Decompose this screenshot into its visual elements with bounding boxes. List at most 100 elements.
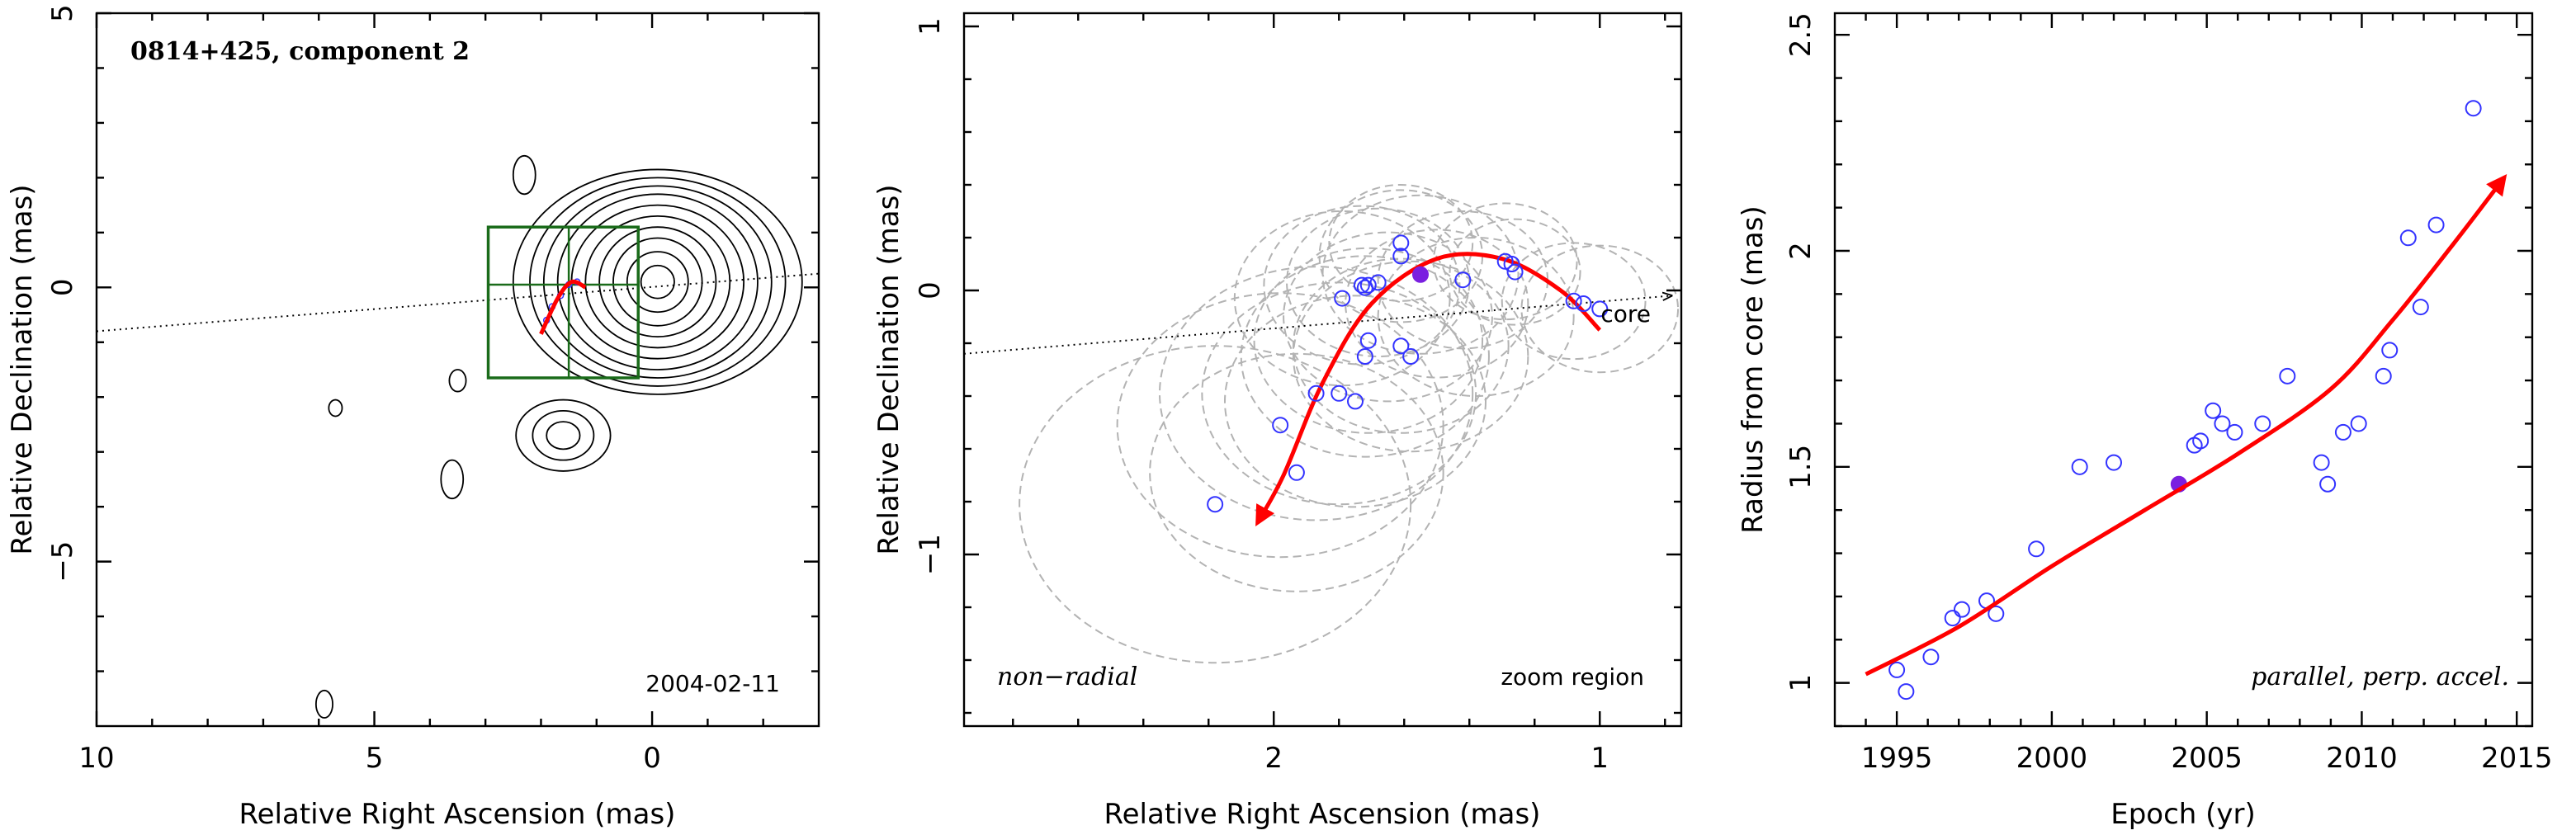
p2-label-core: core	[1600, 300, 1651, 328]
p3-ytick-label-3: 2.5	[1784, 12, 1817, 57]
p2-highlight-point	[1412, 266, 1429, 283]
p2-point-0	[1207, 496, 1224, 513]
p2-point-19	[1503, 256, 1520, 272]
p1-contour-0-9	[512, 168, 803, 395]
p2-ytick-label-2: 1	[914, 17, 947, 35]
p2-point-22	[1575, 295, 1592, 312]
p2-point-1	[1272, 417, 1289, 434]
p2-ytick-label-0: −1	[914, 534, 947, 575]
p2-track	[1255, 252, 1602, 526]
p3-point-17	[2313, 454, 2330, 471]
p2-ylabel: Relative Declination (mas)	[872, 184, 905, 554]
p3-point-25	[2427, 216, 2445, 234]
p3-point-0	[1888, 661, 1906, 678]
p2-point-17	[1454, 271, 1472, 289]
p3-point-22	[2381, 342, 2399, 359]
panel-radius-epoch: 1995 2000 2005 2010 2015 1 1.5 2 2.5 parallel, p…	[1737, 12, 2552, 831]
p2-error-circle-10	[1240, 255, 1490, 458]
p2-xtick-label-0: 2	[1264, 742, 1283, 775]
p3-point-2	[1922, 649, 1940, 666]
p1-core-direction-line	[97, 272, 819, 333]
p1-ytick-label-1: 0	[46, 278, 79, 296]
p1-contour-4-0	[314, 689, 333, 719]
p1-xtick-label-2: 0	[643, 742, 661, 775]
p1-contour-5-0	[448, 369, 467, 393]
p1-contour-1-0	[546, 421, 581, 451]
p2-error-circle-9	[1253, 247, 1484, 434]
p2-point-20	[1506, 263, 1524, 281]
p3-point-16	[2279, 367, 2296, 384]
p2-label-non-radial: non−radial	[997, 663, 1137, 691]
p3-point-7	[2028, 540, 2045, 558]
p3-fit-curve	[1865, 174, 2507, 677]
p2-error-circle-21	[1345, 229, 1529, 379]
p1-contour-0-6	[556, 193, 759, 370]
p2-point-11	[1359, 332, 1377, 349]
p3-xtick-label-1: 2000	[2016, 742, 2088, 775]
p2-point-9	[1359, 276, 1377, 294]
p2-error-circle-15	[1377, 210, 1549, 350]
p3-point-21	[2375, 367, 2392, 384]
p1-contour-0-2	[612, 237, 703, 327]
p3-point-1	[1898, 683, 1915, 701]
p3-point-15	[2254, 415, 2271, 432]
p3-point-11	[2192, 432, 2210, 450]
p3-point-6	[1988, 605, 2005, 622]
p2-point-5	[1347, 393, 1364, 410]
p3-point-23	[2399, 229, 2417, 247]
p2-label-zoom-region: zoom region	[1501, 663, 1644, 691]
p3-frame	[1833, 12, 2534, 728]
p2-point-3	[1307, 384, 1325, 402]
p2-error-circle-23	[1283, 231, 1493, 403]
p2-xlabel: Relative Right Ascension (mas)	[1104, 798, 1541, 831]
p3-xtick-label-4: 2015	[2481, 742, 2553, 775]
p1-contour-0-1	[626, 251, 689, 314]
p2-error-circle-17	[1449, 218, 1581, 326]
p3-point-8	[2071, 458, 2088, 475]
p1-track	[539, 279, 587, 335]
p2-point-14	[1402, 348, 1420, 365]
p3-point-4	[1953, 601, 1970, 618]
p3-point-13	[2214, 415, 2231, 432]
p2-error-circle-11	[1292, 257, 1510, 434]
p3-point-14	[2226, 423, 2243, 441]
p2-frame	[962, 12, 1683, 728]
p1-xtick-label-1: 5	[366, 742, 384, 775]
p1-contour-2-0	[512, 154, 536, 196]
p1-ylabel: Relative Declination (mas)	[6, 184, 39, 554]
p1-contour-0-7	[542, 185, 773, 379]
p2-error-circle-18	[1501, 242, 1647, 361]
p1-contour-0-3	[598, 226, 717, 338]
p1-frame	[95, 12, 820, 728]
panel-contour-map: 10 5 0 −5 0 5 0814+425, component 2 2004-02-1…	[6, 4, 820, 831]
p1-ytick-label-0: −5	[46, 541, 79, 583]
p1-xtick-label-0: 10	[78, 742, 114, 775]
p3-point-26	[2465, 100, 2482, 117]
p1-contour-0-8	[529, 177, 787, 387]
p2-point-23	[1591, 300, 1609, 318]
p3-point-19	[2334, 423, 2351, 441]
p1-title: 0814+425, component 2	[130, 37, 470, 66]
p1-zoom-box	[486, 225, 640, 380]
p2-error-circle-4	[1201, 281, 1477, 506]
p2-error-circle-20	[1321, 194, 1520, 355]
p2-point-2	[1288, 464, 1305, 481]
p2-point-16	[1392, 234, 1410, 252]
p2-point-15	[1392, 248, 1410, 265]
p3-ylabel: Radius from core (mas)	[1737, 205, 1770, 533]
panel-zoom-region: 2 1 −1 0 1 non−radial zoom region core Relat…	[872, 12, 1683, 831]
p3-xtick-label-0: 1995	[1861, 742, 1933, 775]
p3-point-3	[1944, 610, 1961, 627]
p2-error-circle-14	[1328, 184, 1474, 302]
p2-error-circle-22	[1377, 237, 1575, 397]
p3-xtick-label-2: 2005	[2171, 742, 2243, 775]
p3-point-24	[2412, 299, 2429, 316]
p2-error-circle-12	[1292, 260, 1529, 453]
p1-contour-1-1	[532, 409, 595, 461]
p1-contour-1-2	[515, 399, 612, 472]
p2-error-circle-5	[1224, 295, 1487, 508]
p2-xtick-label-1: 1	[1591, 742, 1609, 775]
p1-contour-0-0	[640, 264, 675, 300]
p3-ytick-label-2: 2	[1784, 242, 1817, 260]
